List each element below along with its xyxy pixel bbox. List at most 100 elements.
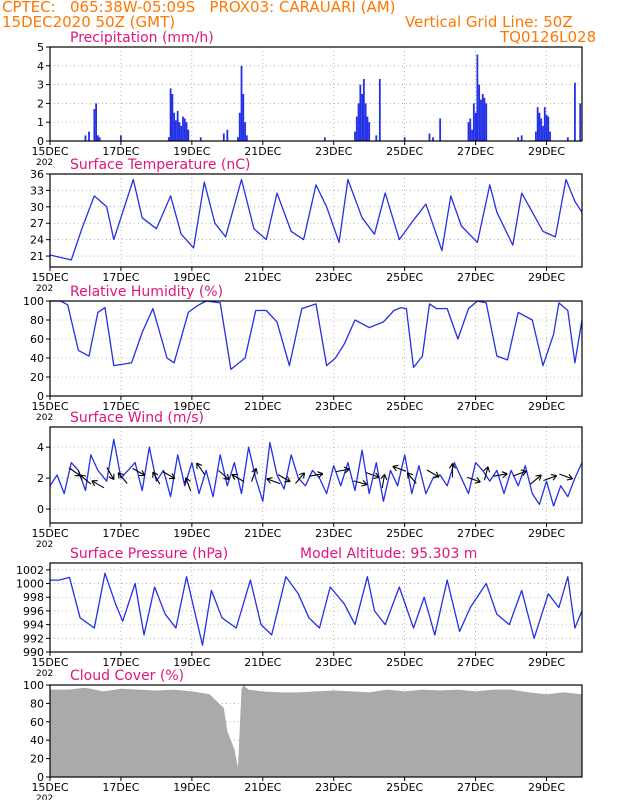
precip-bar <box>185 122 188 141</box>
panel-frame <box>49 300 583 397</box>
wind-arrow <box>365 472 380 480</box>
wind-arrow <box>559 473 574 481</box>
y-tick-label: 4 <box>37 441 44 454</box>
x-tick-label: 29DEC <box>528 781 565 794</box>
x-tick-label: 27DEC <box>457 400 494 413</box>
wind-arrow-shaft <box>353 480 368 486</box>
wind-arrow <box>449 463 456 478</box>
precip-bar <box>485 103 488 141</box>
precip-bar <box>471 129 473 141</box>
panel-title: Surface Pressure (hPa) <box>70 546 228 562</box>
wind-arrow-shaft <box>365 472 380 478</box>
precip-bar <box>375 135 378 141</box>
wind-arrow-head <box>298 472 306 479</box>
wind-arrow-shaft <box>266 478 281 485</box>
x-tick-label: 21DEC <box>244 271 281 284</box>
wind-arrow <box>231 473 245 483</box>
y-tick-label: 36 <box>30 168 44 181</box>
x-tick-label: 15DEC <box>31 656 68 669</box>
wind-arrow-shaft <box>106 467 115 480</box>
wind-arrow <box>295 472 306 484</box>
x-tick-label: 15DEC <box>31 781 68 794</box>
x-tick-label: 27DEC <box>457 271 494 284</box>
wind-arrow-head <box>152 471 159 478</box>
precip-bar <box>543 107 546 141</box>
wind-arrow-shaft <box>530 474 542 485</box>
precip-bar <box>120 135 122 141</box>
wind-arrow-shaft <box>91 480 105 489</box>
x-tick-label: 19DEC <box>173 271 210 284</box>
precip-bar <box>469 118 472 141</box>
wind-arrow-head <box>361 479 368 487</box>
x-tick-label: 29DEC <box>528 400 565 413</box>
precip-bar <box>476 54 479 141</box>
precip-bar <box>480 99 482 141</box>
wind-arrow <box>335 466 350 474</box>
wind-arrow-head <box>343 466 350 474</box>
wind-arrow-head <box>566 474 574 481</box>
wind-arrow-shaft <box>295 472 305 484</box>
wind-arrow-shaft <box>493 473 508 477</box>
y-tick-label: 60 <box>30 333 44 346</box>
x-tick-label: 25DEC <box>386 781 423 794</box>
wind-arrow-shaft <box>559 473 573 480</box>
y-tick-label: 2 <box>37 97 44 110</box>
y-tick-label: 20 <box>30 753 44 766</box>
y-tick-label: 0 <box>37 771 44 784</box>
x-tick-label: 21DEC <box>244 145 281 158</box>
x-tick-label: 23DEC <box>315 400 352 413</box>
x-tick-label: 15DEC <box>31 145 68 158</box>
precip-bar <box>245 135 248 141</box>
wind-arrow-shaft <box>381 474 386 489</box>
precip-bar <box>242 94 245 141</box>
precip-bar <box>538 112 541 141</box>
x-tick-label: 27DEC <box>457 781 494 794</box>
x-year-label: 202 <box>36 413 53 423</box>
wind-arrow-head <box>317 471 324 479</box>
wind-arrow-shaft <box>483 466 489 481</box>
y-tick-label: 0 <box>37 390 44 403</box>
y-tick-label: 1000 <box>16 578 44 591</box>
wind-arrow <box>380 473 388 489</box>
wind-arrow-head <box>501 471 508 479</box>
wind-arrow-shaft <box>231 474 245 483</box>
wind-arrow-head <box>196 462 203 469</box>
wind-arrow-head <box>474 477 481 484</box>
wind-arrow <box>117 472 128 484</box>
precip-bar <box>428 133 431 141</box>
x-year-label: 202 <box>36 540 53 550</box>
y-tick-label: 992 <box>23 632 44 645</box>
x-year-label: 202 <box>36 794 53 800</box>
precip-bar <box>366 116 369 141</box>
x-tick-label: 29DEC <box>528 656 565 669</box>
x-tick-label: 23DEC <box>315 145 352 158</box>
y-tick-label: 40 <box>30 734 44 747</box>
x-tick-label: 27DEC <box>457 656 494 669</box>
precip-bar <box>542 125 544 141</box>
panel-frame <box>49 562 583 653</box>
wind-arrow-head <box>373 472 380 480</box>
precip-bar <box>173 112 176 141</box>
precip-bar <box>359 84 362 141</box>
wind-arrow-shaft <box>68 467 81 477</box>
precip-bar <box>467 122 470 141</box>
wind-arrow-head <box>392 464 399 472</box>
wind-arrow-head <box>284 476 291 483</box>
wind-arrow <box>513 469 527 477</box>
x-tick-label: 25DEC <box>386 145 423 158</box>
y-tick-label: 33 <box>30 184 44 197</box>
y-tick-label: 3 <box>37 79 44 92</box>
wind-arrow-head <box>117 472 124 479</box>
precip-bar <box>472 103 475 141</box>
precip-bar <box>517 137 520 141</box>
x-tick-label: 17DEC <box>102 527 139 540</box>
x-tick-label: 25DEC <box>386 271 423 284</box>
precip-bar <box>566 137 569 141</box>
header-line1: CPTEC: 065:38W-05:09S PROX03: CARAUARI (… <box>2 0 396 16</box>
wind-arrow <box>426 469 440 478</box>
wind-arrow-shaft <box>335 468 350 473</box>
y-tick-label: 80 <box>30 314 44 327</box>
precip-bar <box>237 137 239 141</box>
y-tick-label: 100 <box>23 295 44 308</box>
wind-arrow-head <box>433 471 440 478</box>
